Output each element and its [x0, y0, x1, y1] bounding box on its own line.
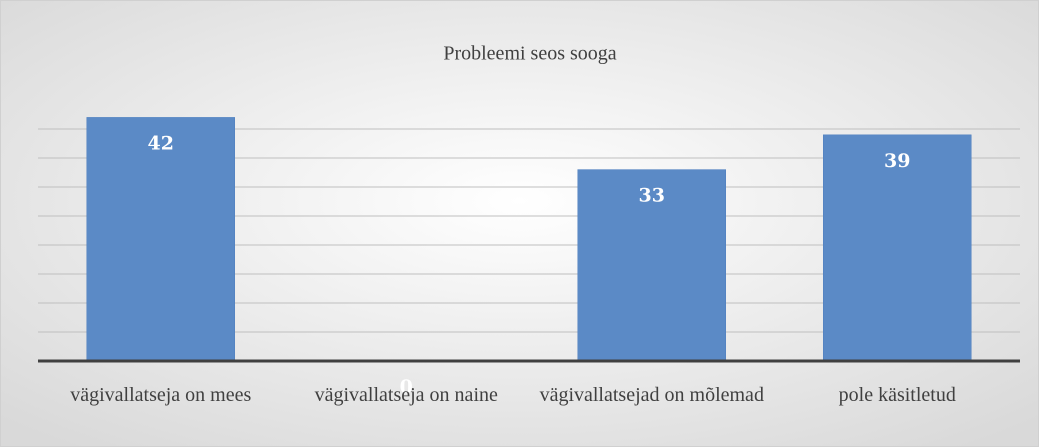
- x-tick-label: vägivallatseja on naine: [314, 384, 498, 406]
- x-tick-label: vägivallatseja on mees: [70, 384, 252, 406]
- bar: [823, 134, 972, 362]
- data-label: 33: [639, 185, 665, 207]
- bar: [577, 169, 726, 362]
- bar: [86, 117, 235, 362]
- data-label: 39: [884, 150, 910, 172]
- chart-title: Probleemi seos sooga: [443, 43, 616, 65]
- x-tick-label: vägivallatsejad on mõlemad: [539, 384, 764, 406]
- x-tick-label: pole käsitletud: [838, 384, 956, 406]
- data-label: 0: [400, 376, 413, 398]
- data-label: 42: [148, 132, 174, 154]
